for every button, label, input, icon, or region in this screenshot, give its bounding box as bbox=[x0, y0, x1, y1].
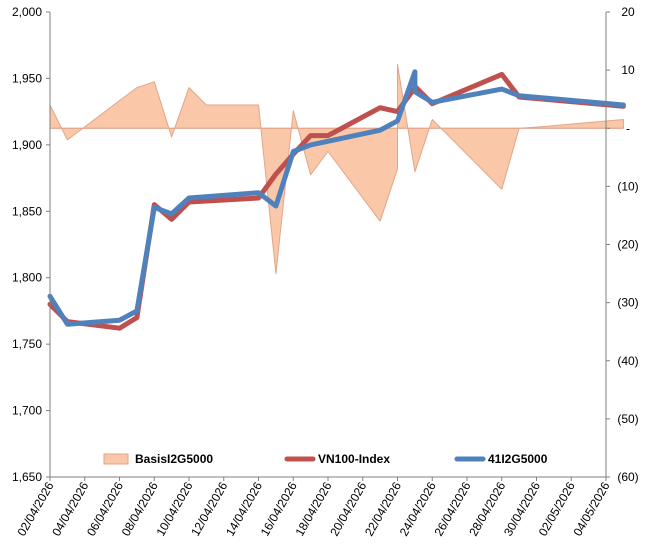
right-axis-ticks: (60) (50) (40) (30) (20) (10) - 10 20 bbox=[606, 5, 639, 484]
right-tick-label: (20) bbox=[617, 238, 638, 252]
right-tick-label: 20 bbox=[621, 5, 635, 19]
right-tick-label: - bbox=[626, 121, 630, 135]
right-tick-label: (40) bbox=[617, 354, 638, 368]
axes bbox=[49, 12, 607, 478]
left-axis-ticks: 1,650 1,700 1,750 1,800 1,850 1,900 1,950 2,000 bbox=[12, 5, 50, 484]
x-axis-ticks: 02/04/202604/04/202606/04/202608/04/2026… bbox=[14, 477, 613, 539]
right-tick-label: 10 bbox=[621, 63, 635, 77]
right-tick-label: (60) bbox=[617, 470, 638, 484]
left-tick-label: 1,650 bbox=[12, 470, 42, 484]
left-tick-label: 1,950 bbox=[12, 71, 42, 85]
left-tick-label: 1,700 bbox=[12, 404, 42, 418]
left-tick-label: 1,900 bbox=[12, 138, 42, 152]
legend: BasisI2G5000 VN100-Index 41I2G5000 bbox=[103, 452, 548, 466]
legend-label-41i2g5000: 41I2G5000 bbox=[488, 452, 548, 466]
left-tick-label: 2,000 bbox=[12, 5, 42, 19]
left-tick-label: 1,750 bbox=[12, 337, 42, 351]
legend-label-basis: BasisI2G5000 bbox=[135, 452, 213, 466]
legend-swatch-basis bbox=[103, 453, 129, 465]
legend-label-vn100: VN100-Index bbox=[318, 452, 390, 466]
left-tick-label: 1,850 bbox=[12, 204, 42, 218]
41i2g5000-line bbox=[47, 69, 626, 327]
left-tick-label: 1,800 bbox=[12, 271, 42, 285]
right-tick-label: (10) bbox=[617, 179, 638, 193]
index-lines bbox=[47, 69, 626, 331]
right-tick-label: (30) bbox=[617, 296, 638, 310]
right-tick-label: (50) bbox=[617, 412, 638, 426]
